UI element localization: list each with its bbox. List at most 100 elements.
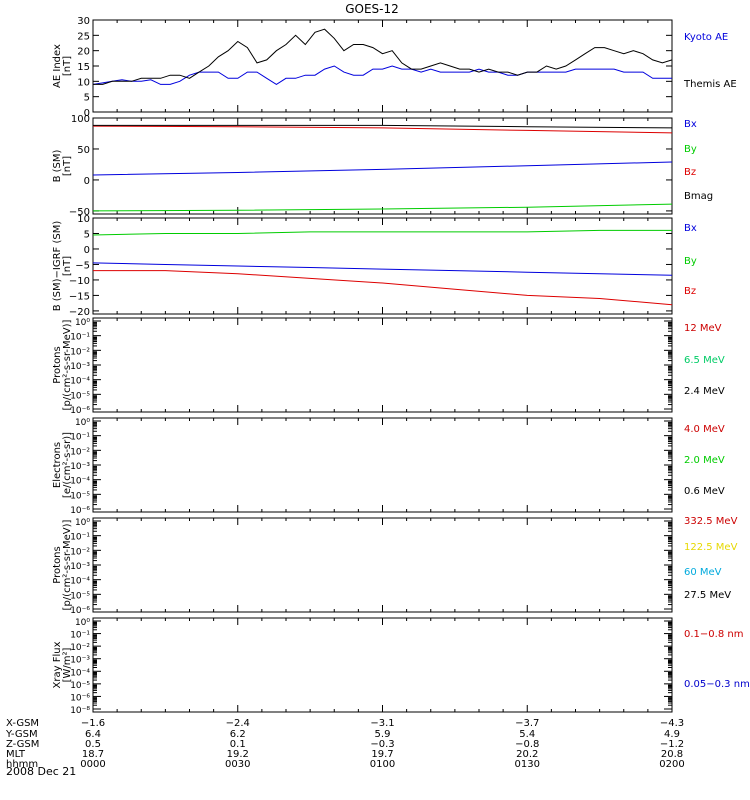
legend-entry: Bz: [684, 167, 696, 178]
y-tick-label: 10⁻³: [70, 462, 90, 472]
y-tick-label: 10⁻⁵: [70, 391, 90, 401]
y-tick-label: 10⁻⁴: [70, 577, 90, 587]
legend-entry: 0.1−0.8 nm: [684, 629, 743, 640]
y-tick-label: 10⁰: [75, 518, 90, 528]
legend-entry: Themis AE: [683, 79, 737, 90]
y-tick-label: 10⁻²: [70, 547, 90, 557]
y-tick-label: 15: [77, 62, 90, 73]
y-tick-label: 10⁻²: [70, 447, 90, 457]
legend-entry: 122.5 MeV: [684, 542, 738, 553]
series-line-bx: [92, 161, 673, 176]
y-tick-label: 10⁻⁶: [70, 606, 90, 616]
legend-entry: 2.0 MeV: [684, 455, 725, 466]
y-tick-label: 30: [77, 16, 90, 27]
legend-entry: 27.5 MeV: [684, 590, 731, 601]
panel-frame: [92, 19, 673, 113]
panel-frame: [92, 317, 673, 413]
y-tick-label: 5: [84, 229, 90, 240]
x-axis-value: 0000: [80, 759, 105, 770]
x-axis-value: 0200: [659, 759, 684, 770]
y-tick-label: 5: [84, 93, 90, 104]
x-axis-value: 6.4: [85, 729, 101, 740]
y-axis-label: [e/(cm²-s-sr)]: [62, 432, 73, 498]
y-tick-label: 10⁻⁸: [70, 706, 90, 716]
legend-entry: 2.4 MeV: [684, 386, 725, 397]
series-line-bz: [92, 125, 673, 134]
x-axis-value: 0130: [515, 759, 540, 770]
y-axis-label: [nT]: [62, 156, 73, 176]
y-axis-label: Protons: [52, 546, 63, 583]
y-tick-label: −5: [75, 260, 90, 271]
y-tick-label: 10⁻⁴: [70, 377, 90, 387]
legend-entry: By: [684, 256, 697, 267]
series-line-by: [92, 203, 673, 212]
y-tick-label: 10⁻¹: [70, 533, 90, 543]
x-axis-value: 0.1: [230, 739, 246, 750]
y-tick-label: 10⁻⁶: [70, 406, 90, 416]
y-tick-label: 0: [84, 108, 90, 119]
x-axis-value: 5.9: [375, 729, 391, 740]
legend-entry: Bz: [684, 286, 696, 297]
y-tick-label: 10: [77, 77, 90, 88]
legend-entry: By: [684, 144, 697, 155]
legend-entry: 12 MeV: [684, 323, 722, 334]
y-tick-label: 10⁰: [75, 418, 90, 428]
y-tick-label: 10⁻³: [70, 562, 90, 572]
y-axis-label: [p/(cm²-s-sr-MeV)]: [62, 319, 73, 410]
y-tick-label: 10⁻⁵: [70, 591, 90, 601]
series-line-by: [92, 229, 672, 236]
x-axis-row-label: Z-GSM: [6, 739, 39, 750]
y-tick-label: 10⁻¹: [70, 333, 90, 343]
legend-entry: Bmag: [684, 191, 713, 202]
y-tick-label: 10⁻⁶: [70, 693, 90, 703]
legend-entry: 4.0 MeV: [684, 424, 725, 435]
y-axis-label: [p/(cm²-s-sr-MeV)]: [62, 519, 73, 610]
legend-entry: Bx: [684, 223, 697, 234]
x-axis-row-label: Y-GSM: [5, 729, 38, 740]
x-axis-value: 5.4: [519, 729, 535, 740]
panel-6: Protons [p/(cm²-s-sr-MeV)] 10⁰ 10⁻¹ 10⁻² 10⁻³…: [52, 516, 738, 616]
series-line-bz: [93, 270, 673, 306]
panel-5: Electrons [e/(cm²-s-sr)]10⁰ 10⁻¹ 10⁻² 10⁻³ 10…: [52, 417, 725, 516]
x-axis-value: 6.2: [230, 729, 246, 740]
y-tick-label: 10⁻²: [70, 643, 90, 653]
chart-title: GOES-12: [345, 2, 399, 16]
y-tick-label: 10⁻²: [70, 347, 90, 357]
y-axis-label: Protons: [52, 346, 63, 383]
x-axis-row-label: X-GSM: [6, 718, 39, 729]
y-axis-label: B (SM): [52, 149, 63, 182]
legend-entry: 6.5 MeV: [684, 355, 725, 366]
x-axis-value: −0.8: [515, 739, 539, 750]
legend-entry: 0.05−0.3 nm: [684, 679, 750, 690]
x-axis-value: 19.2: [227, 749, 249, 760]
series-line-kyoto-ae: [92, 65, 672, 85]
x-axis-value: 0030: [225, 759, 250, 770]
y-axis-label: [nT]: [62, 56, 73, 76]
y-tick-label: 10⁻¹: [70, 631, 90, 641]
panel-frame: [92, 417, 673, 513]
y-tick-label: 10⁻⁴: [70, 477, 90, 487]
y-tick-label: −20: [69, 307, 90, 318]
y-axis-label: [nT]: [62, 256, 73, 276]
x-axis-value: −3.1: [370, 718, 394, 729]
legend-entry: Bx: [684, 119, 697, 130]
y-tick-label: 10⁻¹: [70, 433, 90, 443]
y-tick-label: 50: [77, 145, 90, 156]
x-axis-value: 0100: [370, 759, 395, 770]
y-tick-label: −50: [69, 207, 90, 218]
y-tick-label: 25: [77, 31, 90, 42]
y-axis-label: Electrons: [52, 442, 63, 488]
y-axis-label: AE Index: [52, 44, 63, 88]
x-axis-value: 18.7: [82, 749, 104, 760]
y-tick-label: 10⁰: [75, 618, 90, 628]
x-axis-value: 19.7: [371, 749, 393, 760]
x-axis-value: 4.9: [664, 729, 680, 740]
y-tick-label: 10: [77, 214, 90, 225]
panel-4: Protons [p/(cm²-s-sr-MeV)] 10⁰ 10⁻¹ 10⁻² 10⁻³…: [52, 317, 725, 416]
legend-entry: Kyoto AE: [684, 32, 728, 43]
series-line-unlabeled: [93, 124, 673, 129]
y-axis-label: B (SM)−IGRF (SM): [52, 221, 63, 312]
x-axis-row-label: MLT: [6, 749, 26, 760]
